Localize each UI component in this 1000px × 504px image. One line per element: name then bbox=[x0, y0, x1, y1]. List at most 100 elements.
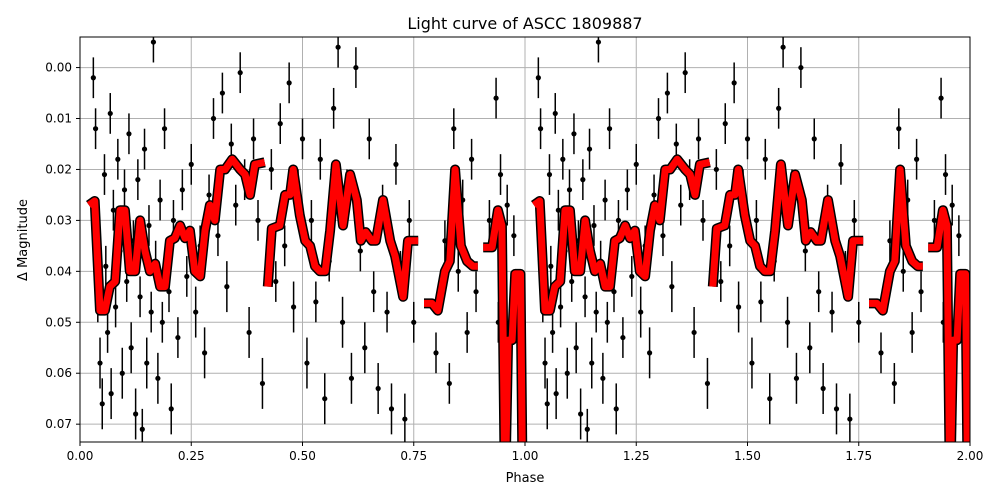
data-point bbox=[615, 217, 622, 223]
data-point bbox=[722, 121, 728, 127]
data-point bbox=[537, 126, 544, 132]
data-point bbox=[246, 329, 252, 336]
binned-curve bbox=[86, 154, 970, 442]
data-point bbox=[486, 217, 492, 223]
data-point bbox=[780, 44, 786, 50]
x-tick-label: 1.00 bbox=[512, 449, 539, 463]
data-point bbox=[139, 426, 145, 432]
data-point bbox=[464, 329, 470, 336]
data-point bbox=[168, 406, 174, 412]
data-point bbox=[371, 289, 377, 295]
data-point bbox=[108, 391, 114, 397]
data-point bbox=[141, 146, 148, 152]
data-point bbox=[655, 115, 662, 122]
data-point bbox=[546, 171, 553, 178]
y-tick-label: 0.04 bbox=[45, 264, 72, 278]
data-point bbox=[571, 131, 577, 137]
data-point bbox=[159, 319, 165, 325]
data-point bbox=[175, 334, 181, 341]
data-point bbox=[146, 222, 152, 229]
data-point bbox=[268, 166, 274, 173]
data-point bbox=[137, 294, 143, 300]
data-point bbox=[731, 80, 737, 86]
data-point bbox=[402, 416, 408, 422]
data-point bbox=[110, 207, 116, 213]
data-point bbox=[124, 278, 130, 285]
y-tick-label: 0.01 bbox=[45, 112, 72, 126]
x-tick-label: 0.25 bbox=[178, 449, 205, 463]
data-point bbox=[602, 197, 608, 203]
y-tick-label: 0.07 bbox=[45, 417, 72, 431]
data-point bbox=[433, 350, 439, 356]
data-point bbox=[938, 95, 944, 101]
data-point bbox=[206, 192, 212, 198]
data-point bbox=[776, 105, 782, 111]
data-point bbox=[558, 304, 564, 310]
x-tick-label: 0.00 bbox=[67, 449, 94, 463]
data-point bbox=[179, 187, 185, 193]
data-point bbox=[308, 217, 314, 223]
x-tick-label: 1.50 bbox=[734, 449, 761, 463]
data-point bbox=[582, 294, 588, 300]
data-point bbox=[664, 90, 671, 96]
data-point bbox=[744, 136, 751, 142]
data-point bbox=[210, 115, 217, 122]
data-point bbox=[90, 75, 96, 81]
data-point bbox=[553, 391, 559, 397]
data-point bbox=[148, 309, 154, 315]
y-tick-label: 0.05 bbox=[45, 315, 72, 329]
data-point bbox=[942, 171, 949, 178]
x-tick-label: 0.75 bbox=[400, 449, 427, 463]
data-point bbox=[820, 385, 826, 392]
data-point bbox=[113, 304, 119, 310]
data-point bbox=[144, 360, 150, 366]
data-point bbox=[784, 319, 791, 325]
data-point bbox=[956, 233, 962, 239]
binned-curve-line bbox=[483, 206, 526, 442]
data-point bbox=[749, 360, 755, 366]
data-point bbox=[497, 171, 504, 178]
data-point bbox=[348, 375, 355, 381]
data-point bbox=[133, 411, 139, 417]
data-point bbox=[362, 345, 368, 351]
data-point bbox=[535, 75, 541, 81]
data-point bbox=[560, 156, 566, 162]
data-point bbox=[135, 177, 141, 183]
data-point bbox=[704, 380, 711, 387]
data-point bbox=[682, 70, 688, 76]
data-point bbox=[896, 126, 902, 132]
data-point bbox=[586, 146, 593, 152]
data-point bbox=[150, 39, 157, 45]
data-point bbox=[629, 273, 635, 280]
data-point bbox=[119, 370, 125, 376]
data-point bbox=[215, 233, 221, 239]
data-point bbox=[807, 345, 813, 351]
data-point bbox=[451, 126, 457, 132]
data-point bbox=[564, 370, 570, 376]
data-point bbox=[250, 136, 257, 142]
data-point bbox=[544, 401, 550, 407]
data-point bbox=[589, 360, 595, 366]
data-point bbox=[566, 187, 573, 193]
data-point bbox=[647, 350, 653, 356]
data-point bbox=[184, 273, 190, 280]
data-point bbox=[299, 136, 306, 142]
data-point bbox=[736, 304, 742, 310]
data-point bbox=[255, 217, 261, 223]
data-point bbox=[580, 177, 586, 183]
data-point bbox=[188, 161, 194, 167]
data-point bbox=[322, 396, 328, 402]
data-point bbox=[798, 64, 804, 71]
y-tick-label: 0.00 bbox=[45, 61, 72, 75]
binned-curve-line bbox=[531, 155, 711, 315]
data-point bbox=[335, 44, 341, 50]
data-point bbox=[909, 329, 915, 336]
data-point bbox=[286, 80, 292, 86]
data-point bbox=[493, 95, 499, 101]
data-point bbox=[753, 217, 760, 223]
data-point bbox=[357, 248, 363, 254]
data-point bbox=[793, 375, 800, 381]
data-point bbox=[549, 329, 556, 336]
x-tick-label: 2.00 bbox=[957, 449, 984, 463]
